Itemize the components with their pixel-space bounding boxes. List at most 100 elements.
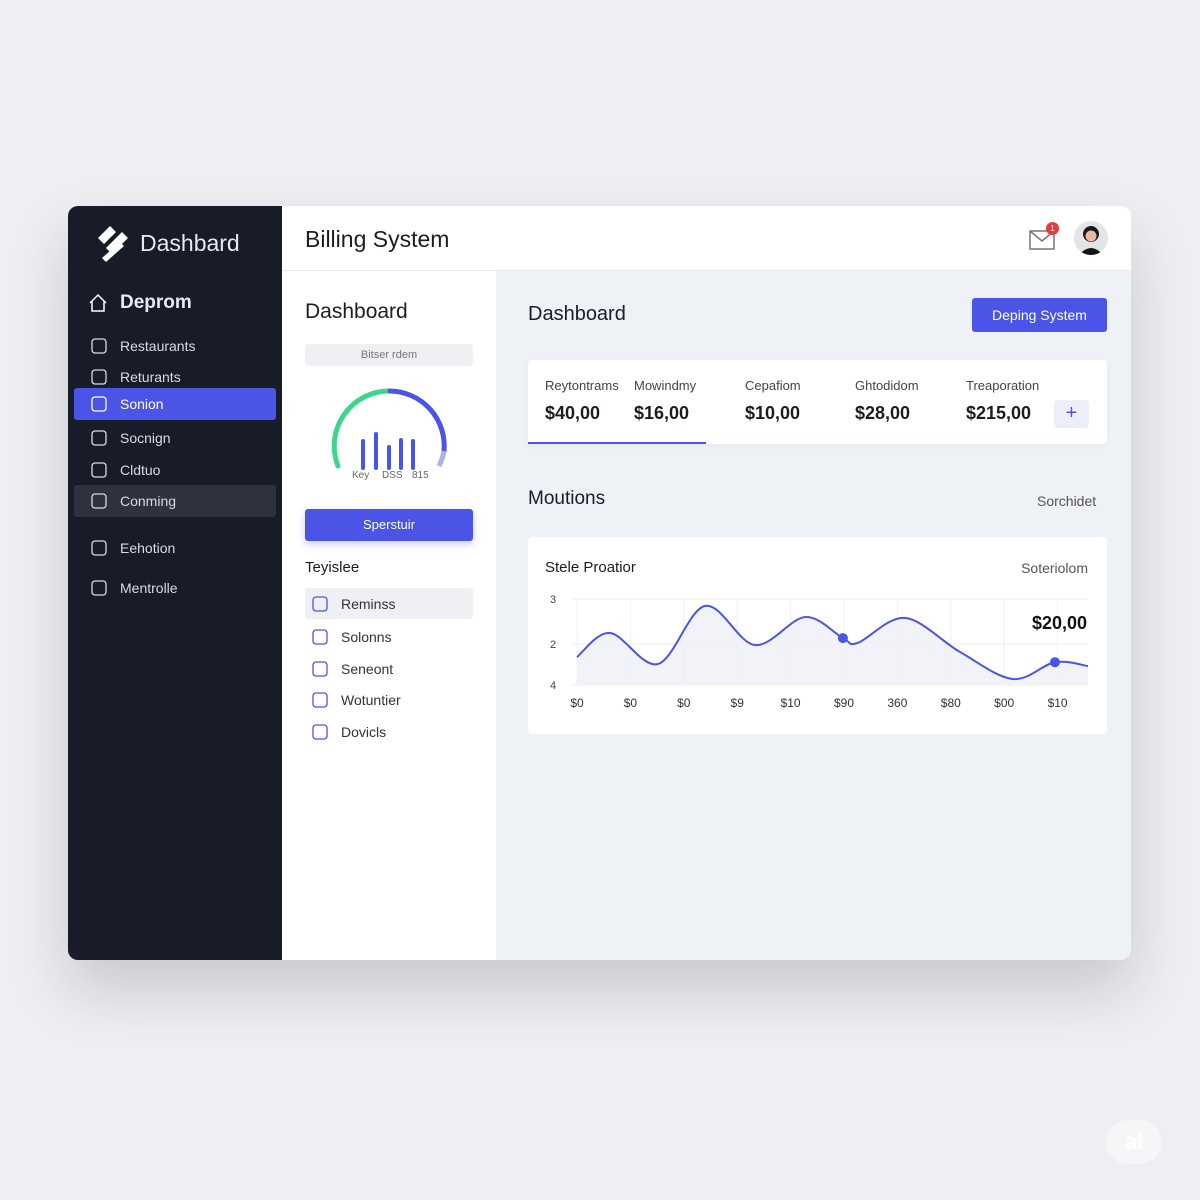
stat-label: Cepafiom <box>745 378 801 393</box>
list-icon <box>311 628 329 646</box>
x-tick-label: $0 <box>570 696 584 710</box>
panel-list-label: Solonns <box>341 628 392 645</box>
stat-value: $10,00 <box>745 403 801 423</box>
sidebar-item-0[interactable]: Restaurants <box>74 330 276 362</box>
document-icon <box>90 429 108 447</box>
sidebar-item-label: Socnign <box>120 430 171 446</box>
chart-title: Stele Proatior <box>545 559 636 576</box>
sidebar-item-home[interactable]: Deprom <box>88 292 192 314</box>
x-tick-label: $9 <box>731 696 745 710</box>
deping-system-button[interactable]: Deping System <box>972 298 1107 332</box>
gauge-arc-green <box>331 388 393 469</box>
sidebar-item-6[interactable]: Eehotion <box>74 532 276 564</box>
gauge-label: 815 <box>412 470 429 481</box>
panel-list-item[interactable]: Dovicls <box>305 716 473 747</box>
x-tick-label: $00 <box>994 696 1014 710</box>
x-tick-label: $10 <box>781 696 801 710</box>
stat-item[interactable]: Reytontrams $40,00 <box>545 378 619 424</box>
sidebar-item-label: Restaurants <box>120 338 196 354</box>
x-tick-label: 360 <box>887 696 907 710</box>
x-tick-label: $90 <box>834 696 854 710</box>
data-point-marker <box>1049 657 1060 668</box>
tag-icon <box>90 539 108 557</box>
sidebar-item-label: Eehotion <box>120 540 176 556</box>
series-area <box>577 605 1089 685</box>
panel-list-item[interactable]: Solonns <box>305 621 473 652</box>
section-link[interactable]: Sorchidet <box>1037 493 1097 509</box>
list-icon <box>311 723 329 741</box>
stat-label: Ghtodidom <box>855 378 919 393</box>
sidebar-item-2[interactable]: Sonion <box>74 388 276 420</box>
gauge-label: DSS <box>382 470 403 481</box>
panel-pill[interactable]: Bitser rdem <box>305 344 473 366</box>
list-icon <box>311 660 329 678</box>
panel-list-item[interactable]: Wotuntier <box>305 684 473 715</box>
line-chart: 3 2 4 $0 $0 $0 $9 $10 $90 360 $80 $00 $10 $20,00 <box>550 594 1089 710</box>
x-tick-label: $0 <box>624 696 638 710</box>
x-tick-label: $0 <box>677 696 691 710</box>
section-title: Moutions <box>528 488 606 509</box>
sidebar-item-label: Mentrolle <box>120 580 178 596</box>
cloud-icon <box>90 395 108 413</box>
smile-icon <box>90 492 108 510</box>
stat-value: $40,00 <box>545 403 601 423</box>
stat-label: Reytontrams <box>545 378 619 393</box>
x-tick-label: $80 <box>941 696 961 710</box>
panel-list-item[interactable]: Reminss <box>305 588 473 619</box>
sidebar-home-label: Deprom <box>120 292 192 313</box>
list-icon <box>311 595 329 613</box>
main-title: Dashboard <box>528 303 626 325</box>
panel-list-item[interactable]: Seneont <box>305 653 473 684</box>
stat-item[interactable]: Cepafiom $10,00 <box>745 378 801 424</box>
chart-subtitle[interactable]: Soteriolom <box>1021 560 1088 576</box>
gauge-arc-blue <box>387 388 447 454</box>
logo-icon <box>98 226 128 262</box>
sidebar: Dashbard Deprom Restaurants Returants Soni… <box>68 206 282 960</box>
gauge-label: Key <box>352 470 370 481</box>
sidebar-item-4[interactable]: Cldtuo <box>74 454 276 486</box>
stat-value: $16,00 <box>634 403 690 423</box>
home-icon <box>89 293 107 312</box>
stat-item[interactable]: Mowindmy $16,00 <box>634 378 696 424</box>
top-bar: Billing System 1 <box>282 206 1131 271</box>
sidebar-item-label: Cldtuo <box>120 462 161 478</box>
gauge-bar <box>387 445 391 470</box>
speech-bubble-icon <box>90 461 108 479</box>
panel-list-label: Wotuntier <box>341 691 401 708</box>
chat-dots-icon <box>90 368 108 386</box>
page-title: Billing System <box>305 226 450 252</box>
avatar[interactable] <box>1074 221 1108 255</box>
stat-item[interactable]: Ghtodidom $28,00 <box>855 378 919 424</box>
stat-label: Mowindmy <box>634 378 697 393</box>
sidebar-item-1[interactable]: Returants <box>74 361 276 393</box>
brand-name: Dashbard <box>140 229 240 256</box>
gauge-bar <box>374 432 378 470</box>
sidebar-item-7[interactable]: Mentrolle <box>74 572 276 604</box>
panel-list-label: Reminss <box>341 595 396 612</box>
sidebar-item-label: Sonion <box>120 396 164 412</box>
list-icon <box>311 691 329 709</box>
bag-icon <box>90 579 108 597</box>
secondary-panel: Dashboard Bitser rdem Key DSS 815 Sperst… <box>282 271 496 960</box>
notification-badge: 1 <box>1046 222 1059 235</box>
gauge-bar <box>399 438 403 470</box>
panel-action-button[interactable]: Sperstuir <box>305 509 473 541</box>
sidebar-item-3[interactable]: Socnign <box>74 422 276 454</box>
panel-list-label: Seneont <box>341 660 394 677</box>
gauge-arc-rest <box>436 450 447 468</box>
chart-annotation: $20,00 <box>1032 613 1087 633</box>
gauge <box>331 388 447 470</box>
panel-section-title: Teyislee <box>305 559 360 576</box>
main-content: Dashboard Deping System Reytontrams $40,0… <box>496 271 1131 960</box>
add-button[interactable]: + <box>1054 400 1089 428</box>
stat-item[interactable]: Treaporation $215,00 <box>966 378 1039 424</box>
gauge-bar <box>411 439 415 470</box>
edit-icon <box>90 337 108 355</box>
active-tab-indicator <box>528 442 706 444</box>
chart-card: Stele Proatior Soteriolom 3 2 4 $0 $0 $0 $9 $10… <box>528 537 1107 734</box>
x-tick-label: $10 <box>1048 696 1068 710</box>
sidebar-item-5[interactable]: Conming <box>74 485 276 517</box>
y-tick-label: 3 <box>550 594 556 606</box>
y-tick-label: 4 <box>550 680 556 692</box>
brand[interactable]: Dashbard <box>94 224 240 262</box>
